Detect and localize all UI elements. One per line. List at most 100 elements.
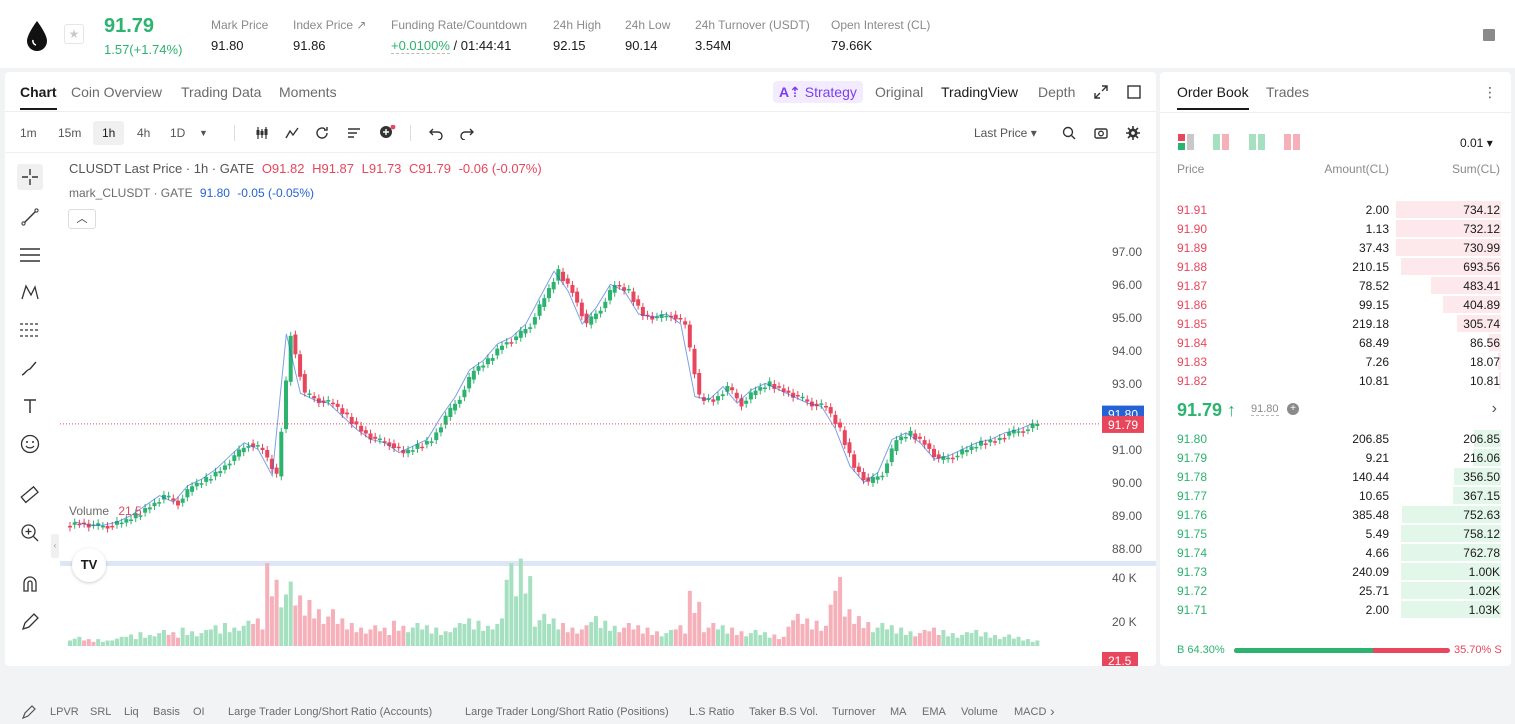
indicator-basis[interactable]: Basis [153,706,180,718]
volume-bar [847,609,852,646]
search-icon[interactable] [1062,126,1076,140]
chevron-right-icon[interactable]: › [1491,400,1497,417]
orderbook-row[interactable]: 91.77 10.65 367.15 [1160,486,1511,505]
indicators-icon[interactable] [285,126,299,140]
indicator-srl[interactable]: SRL [90,706,112,718]
indicator-liq[interactable]: Liq [124,706,139,718]
view-original[interactable]: Original [875,84,924,100]
indicator-ma[interactable]: MA [890,706,907,718]
brush-tool-icon[interactable] [17,355,43,381]
more-options-icon[interactable]: ⋮ [1483,84,1497,100]
depth-split-icon[interactable] [1213,134,1230,150]
favorite-star-icon[interactable]: ★ [64,24,84,44]
indicator-ema[interactable]: EMA [922,706,946,718]
orderbook-row[interactable]: 91.78 140.44 356.50 [1160,467,1511,486]
crosshair-tool-icon[interactable] [17,164,43,190]
orderbook-row[interactable]: 91.75 5.49 758.12 [1160,524,1511,543]
orderbook-row[interactable]: 91.89 37.43 730.99 [1160,238,1511,257]
pencil-lock-tool-icon[interactable] [17,609,43,635]
ruler-tool-icon[interactable] [17,482,43,508]
orderbook-row[interactable]: 91.76 385.48 752.63 [1160,505,1511,524]
orderbook-row[interactable]: 91.72 25.71 1.02K [1160,581,1511,600]
timeframe-dropdown-icon[interactable]: ▼ [199,128,208,138]
tradingview-logo-icon[interactable]: TV [72,548,106,582]
settings-gear-icon[interactable] [1126,126,1140,140]
tab-trading-data[interactable]: Trading Data [181,84,262,100]
indicator-lpvr[interactable]: LPVR [50,706,79,718]
candle-type-icon[interactable] [255,126,269,140]
orderbook-row[interactable]: 91.87 78.52 483.41 [1160,276,1511,295]
orderbook-row[interactable]: 91.86 99.15 404.89 [1160,295,1511,314]
orderbook-row[interactable]: 91.90 1.13 732.12 [1160,219,1511,238]
tab-order-book[interactable]: Order Book [1177,84,1249,110]
magnet-tool-icon[interactable] [17,571,43,597]
horizontal-lines-tool-icon[interactable] [17,242,43,268]
add-indicator-icon[interactable] [379,125,397,139]
camera-icon[interactable] [1094,126,1108,140]
shield-icon[interactable]: + [1287,403,1299,415]
indicator-large-trader-long-short-ratio-accounts-[interactable]: Large Trader Long/Short Ratio (Accounts) [228,706,433,718]
timeframe-1d[interactable]: 1D [170,126,186,140]
candle-body [575,291,580,303]
orderbook-row[interactable]: 91.91 2.00 734.12 [1160,200,1511,219]
depth-bids-icon[interactable] [1248,134,1265,150]
list-settings-icon[interactable] [347,126,361,140]
pattern-tool-icon[interactable] [17,279,43,305]
book-icon[interactable] [1483,29,1495,41]
tab-chart[interactable]: Chart [20,84,57,110]
depth-asks-icon[interactable] [1284,134,1301,150]
window-icon[interactable] [1127,85,1141,99]
row-sum: 367.15 [1463,489,1500,503]
candle-body [382,441,387,443]
trend-line-tool-icon[interactable] [17,204,43,230]
timeframe-1h[interactable]: 1h [93,121,125,145]
timeframe-4h[interactable]: 4h [137,126,151,140]
indicator-large-trader-long-short-ratio-positions-[interactable]: Large Trader Long/Short Ratio (Positions… [465,706,669,718]
view-tradingview[interactable]: TradingView [941,84,1019,100]
edit-indicators-icon[interactable] [20,703,38,721]
undo-icon[interactable] [429,126,443,140]
view-depth[interactable]: Depth [1038,84,1076,100]
candle-body [908,430,913,436]
orderbook-row[interactable]: 91.88 210.15 693.56 [1160,257,1511,276]
collapse-toolbar-handle[interactable]: ‹ [51,534,59,558]
orderbook-row[interactable]: 91.79 9.21 216.06 [1160,448,1511,467]
divider [410,125,411,141]
depth-both-icon[interactable] [1178,134,1194,150]
orderbook-row[interactable]: 91.74 4.66 762.78 [1160,543,1511,562]
indicator-turnover[interactable]: Turnover [832,706,876,718]
orderbook-row[interactable]: 91.84 68.49 86.56 [1160,333,1511,352]
stat-index-price[interactable]: Index Price ↗ 91.86 [293,18,367,53]
tick-size-select[interactable]: 0.01 ▾ [1460,136,1493,150]
tab-coin-overview[interactable]: Coin Overview [71,84,163,100]
text-tool-icon[interactable] [17,393,43,419]
fib-tool-icon[interactable] [17,317,43,343]
indicator-l-s-ratio[interactable]: L.S Ratio [689,706,735,718]
zoom-in-tool-icon[interactable] [17,520,43,546]
refresh-icon[interactable] [315,126,329,140]
indicator-volume[interactable]: Volume [961,706,998,718]
strategy-button[interactable]: A⇡ Strategy [773,81,863,103]
indicator-macd[interactable]: MACD [1014,706,1047,718]
timeframe-1m[interactable]: 1m [20,126,37,140]
candlestick-chart[interactable]: 97.0096.0095.0094.0093.0092.0091.0090.00… [60,154,1156,666]
orderbook-row[interactable]: 91.85 219.18 305.74 [1160,314,1511,333]
redo-icon[interactable] [460,126,474,140]
candle-body [476,366,481,371]
orderbook-row[interactable]: 91.82 10.81 10.81 [1160,371,1511,390]
price-type-select[interactable]: Last Price ▾ [974,126,1037,140]
emoji-tool-icon[interactable] [17,431,43,457]
timeframe-15m[interactable]: 15m [58,126,82,140]
chart-area[interactable]: 97.0096.0095.0094.0093.0092.0091.0090.00… [21,154,1156,720]
indicator-scroll-right-icon[interactable]: › [1050,703,1055,719]
orderbook-row[interactable]: 91.83 7.26 18.07 [1160,352,1511,371]
orderbook-row[interactable]: 91.80 206.85 206.85 [1160,429,1511,448]
expand-icon[interactable] [1094,85,1108,99]
indicator-oi[interactable]: OI [193,706,205,718]
collapse-legend-button[interactable]: ︿ [68,209,96,229]
tab-moments[interactable]: Moments [279,84,337,100]
indicator-taker-b-s-vol-[interactable]: Taker B.S Vol. [749,706,819,718]
orderbook-row[interactable]: 91.71 2.00 1.03K [1160,600,1511,619]
tab-trades[interactable]: Trades [1266,84,1310,100]
orderbook-row[interactable]: 91.73 240.09 1.00K [1160,562,1511,581]
